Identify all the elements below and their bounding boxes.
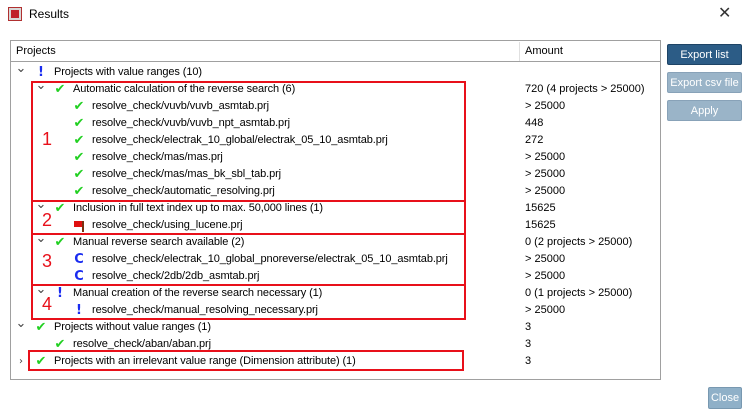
row-label: resolve_check/mas/mas_bk_sbl_tab.prj — [92, 168, 281, 180]
tree-row[interactable]: ✔ resolve_check/vuvb/vuvb_npt_asmtab.prj 4… — [11, 115, 659, 132]
tree-row[interactable]: ✔ resolve_check/automatic_resolving.prj > … — [11, 183, 659, 200]
highlight-box-3 — [31, 233, 466, 286]
tree-row[interactable]: ⌄ ✔ Inclusion in full text index up to max… — [11, 197, 659, 217]
results-tree-table — [10, 40, 661, 380]
check-icon: ✔ — [54, 235, 66, 250]
check-icon: ✔ — [54, 201, 66, 216]
tree-row[interactable]: ✔ resolve_check/electrak_10_global/electr… — [11, 132, 659, 149]
row-label: Projects with value ranges (10) — [54, 66, 202, 78]
highlight-box-1 — [31, 81, 466, 202]
check-icon: ✔ — [73, 150, 85, 165]
row-amount: 3 — [525, 321, 532, 333]
row-label: resolve_check/mas/mas.prj — [92, 151, 223, 163]
row-amount: 720 (4 projects > 25000) — [525, 83, 645, 95]
row-label: resolve_check/2db/2db_asmtab.prj — [92, 270, 260, 282]
tree-row[interactable]: ✔ resolve_check/mas/mas.prj > 25000 — [11, 149, 659, 166]
chevron-right-icon[interactable]: › — [19, 356, 23, 367]
row-amount: > 25000 — [525, 168, 566, 180]
tree-row[interactable]: ⌄! Manual creation of the reverse search … — [11, 282, 659, 302]
tree-row[interactable]: ✔ resolve_check/vuvb/vuvb_asmtab.prj > 250… — [11, 98, 659, 115]
row-amount: > 25000 — [525, 270, 566, 282]
chevron-down-icon[interactable]: ⌄ — [35, 197, 47, 212]
tree-row[interactable]: ⌄ ✔ Automatic calculation of the reverse s… — [11, 78, 659, 98]
table-header: Projects Amount — [11, 42, 660, 62]
row-amount: 15625 — [525, 219, 556, 231]
tree-row[interactable]: ✔ resolve_check/mas/mas_bk_sbl_tab.prj > 2… — [11, 166, 659, 183]
annotation-number-1: 1 — [42, 129, 53, 149]
row-label: Automatic calculation of the reverse sea… — [73, 83, 296, 95]
tree-row[interactable]: ✔ resolve_check/aban/aban.prj 3 — [11, 336, 659, 353]
row-amount: 3 — [525, 355, 532, 367]
check-icon: ✔ — [54, 82, 66, 97]
cycle-icon: C — [74, 269, 84, 284]
apply-button[interactable]: Apply — [667, 100, 742, 121]
row-label: resolve_check/vuvb/vuvb_asmtab.prj — [92, 100, 269, 112]
chevron-down-icon[interactable]: ⌄ — [15, 61, 27, 76]
row-amount: 0 (1 projects > 25000) — [525, 287, 633, 299]
check-icon: ✔ — [73, 133, 85, 148]
tree-row[interactable]: › ✔ Projects with an irrelevant value rang… — [11, 353, 659, 370]
check-icon: ✔ — [73, 99, 85, 114]
tree-row[interactable]: ! resolve_check/manual_resolving_necessar… — [11, 302, 659, 319]
export-csv-button[interactable]: Export csv file — [667, 72, 742, 93]
row-amount: > 25000 — [525, 253, 566, 265]
check-icon: ✔ — [35, 354, 47, 369]
check-icon: ✔ — [35, 320, 47, 335]
row-label: resolve_check/automatic_resolving.prj — [92, 185, 275, 197]
row-amount: > 25000 — [525, 100, 566, 112]
chevron-down-icon[interactable]: ⌄ — [15, 316, 27, 331]
annotation-number-2: 2 — [42, 210, 53, 230]
tree-row[interactable]: resolve_check/using_lucene.prj 15625 — [11, 217, 659, 234]
window-title: Results — [29, 7, 70, 21]
row-amount: 0 (2 projects > 25000) — [525, 236, 633, 248]
chevron-down-icon[interactable]: ⌄ — [35, 78, 47, 93]
tree-row[interactable]: ⌄ ✔ Projects without value ranges (1) 3 — [11, 316, 659, 336]
row-amount: 272 — [525, 134, 544, 146]
exclamation-icon: ! — [76, 303, 82, 318]
check-icon: ✔ — [73, 184, 85, 199]
row-label: resolve_check/electrak_10_global_pnoreve… — [92, 253, 448, 265]
row-label: resolve_check/aban/aban.prj — [73, 338, 211, 350]
row-amount: > 25000 — [525, 151, 566, 163]
export-list-button[interactable]: Export list — [667, 44, 742, 65]
close-button[interactable]: Close — [708, 387, 742, 409]
highlight-box-4 — [31, 284, 466, 320]
check-icon: ✔ — [54, 337, 66, 352]
row-label: Projects with an irrelevant value range … — [54, 355, 356, 367]
column-header-amount[interactable]: Amount — [525, 45, 563, 57]
highlight-box-2 — [31, 200, 466, 235]
row-label: Projects without value ranges (1) — [54, 321, 211, 333]
tree-row[interactable]: ⌄! Projects with value ranges (10) — [11, 61, 659, 81]
exclamation-icon: ! — [57, 286, 63, 301]
close-window-icon[interactable]: ✕ — [718, 3, 732, 22]
row-label: resolve_check/manual_resolving_necessary… — [92, 304, 318, 316]
check-icon: ✔ — [73, 167, 85, 182]
column-header-projects[interactable]: Projects — [16, 45, 56, 57]
annotation-number-3: 3 — [42, 251, 53, 271]
cycle-icon: C — [74, 252, 84, 267]
chevron-down-icon[interactable]: ⌄ — [35, 231, 47, 246]
chevron-down-icon[interactable]: ⌄ — [35, 282, 47, 297]
column-divider[interactable] — [519, 42, 520, 61]
row-label: resolve_check/using_lucene.prj — [92, 219, 243, 231]
row-amount: > 25000 — [525, 304, 566, 316]
row-label: resolve_check/vuvb/vuvb_npt_asmtab.prj — [92, 117, 290, 129]
check-icon: ✔ — [73, 116, 85, 131]
exclamation-icon: ! — [38, 65, 44, 80]
tree-row[interactable]: ⌄ ✔ Manual reverse search available (2) 0 (… — [11, 231, 659, 251]
row-label: Manual reverse search available (2) — [73, 236, 245, 248]
row-label: resolve_check/electrak_10_global/electra… — [92, 134, 388, 146]
highlight-box-5 — [28, 350, 464, 371]
annotation-number-4: 4 — [42, 294, 53, 314]
row-amount: 15625 — [525, 202, 556, 214]
row-amount: > 25000 — [525, 185, 566, 197]
row-label: Manual creation of the reverse search ne… — [73, 287, 323, 299]
row-amount: 3 — [525, 338, 532, 350]
row-amount: 448 — [525, 117, 544, 129]
app-icon — [8, 7, 22, 21]
row-label: Inclusion in full text index up to max. … — [73, 202, 323, 214]
